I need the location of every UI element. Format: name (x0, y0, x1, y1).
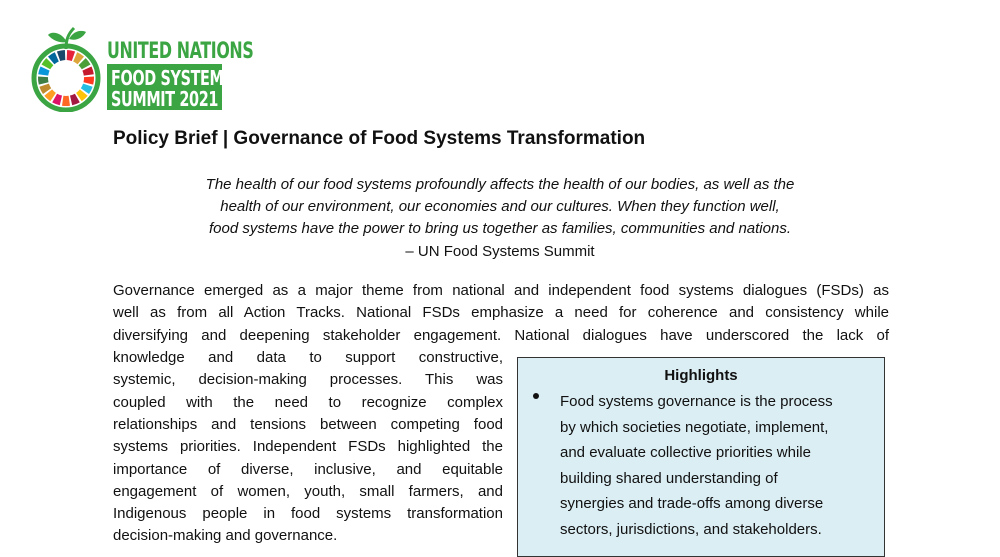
highlights-heading: Highlights (664, 367, 738, 384)
sdg-segment (48, 52, 59, 65)
sdg-segment (41, 58, 54, 70)
logo-green-box: FOOD SYSTEMS SUMMIT 2021 (107, 64, 234, 111)
sdg-segment (83, 76, 95, 85)
body-line: Indigenous people in food systems transf… (113, 505, 503, 522)
sdg-segment (39, 83, 52, 94)
logo-united-nations: UNITED NATIONS (107, 39, 254, 64)
sdg-segment (56, 50, 66, 61)
body-line: engagement of women, youth, small farmer… (113, 483, 503, 500)
quote-line: health of our environment, our economies… (220, 198, 780, 215)
sdg-segment (38, 66, 50, 76)
body-line: relationships and tensions between compe… (113, 416, 503, 433)
body-line: coupled with the need to recognize compl… (113, 394, 503, 411)
sdg-segment (66, 50, 76, 61)
sdg-segment (37, 76, 49, 85)
highlight-line: and evaluate collective priorities while (560, 444, 811, 461)
body-line: well as from all Action Tracks. National… (113, 304, 889, 321)
highlights-box: Highlights Food systems governance is th… (517, 357, 885, 557)
sdg-segment (78, 58, 91, 70)
sdg-segment (82, 66, 94, 76)
highlight-line: building shared understanding of (560, 470, 778, 487)
body-line: decision-making and governance. (113, 527, 338, 544)
sdg-segment (80, 83, 93, 94)
body-line: importance of diverse, inclusive, and eq… (113, 461, 503, 478)
sdg-segment (62, 95, 70, 106)
bullet-icon (533, 393, 539, 399)
body-line: systemic, decision-making processes. Thi… (113, 371, 503, 388)
highlight-line: sectors, jurisdictions, and stakeholders… (560, 521, 822, 538)
page-title: Policy Brief | Governance of Food System… (113, 128, 646, 149)
sdg-segment (44, 89, 56, 102)
sdg-segment (52, 93, 62, 106)
highlight-line: synergies and trade-offs among diverse (560, 495, 824, 512)
highlight-line: Food systems governance is the process (560, 393, 833, 410)
logo-summit-2021: SUMMIT 2021 (111, 87, 219, 111)
quote-line: The health of our food systems profoundl… (205, 176, 795, 193)
logo-food-systems: FOOD SYSTEMS (111, 66, 234, 90)
quote-attribution: – UN Food Systems Summit (405, 243, 595, 260)
body-line: systems priorities. Independent FSDs hig… (113, 438, 503, 455)
sdg-wheel-apple-icon (31, 26, 101, 112)
un-food-systems-summit-logo: UNITED NATIONS FOOD SYSTEMS SUMMIT 2021 (30, 22, 254, 112)
body-line: diversifying and deepening stakeholder e… (113, 327, 889, 344)
body-line: Governance emerged as a major theme from… (113, 282, 889, 299)
sdg-segment (76, 89, 88, 102)
quote-line: food systems have the power to bring us … (209, 220, 791, 237)
sdg-segment (73, 52, 84, 65)
sdg-segment (70, 93, 80, 106)
highlight-line: by which societies negotiate, implement, (560, 419, 829, 436)
body-line: knowledge and data to support constructi… (113, 349, 503, 366)
